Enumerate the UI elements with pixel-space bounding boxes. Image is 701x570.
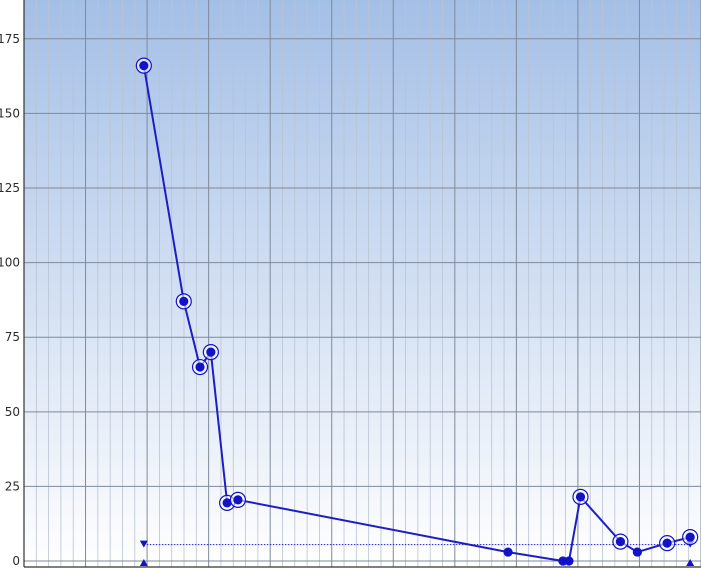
y-tick-label: 25: [5, 479, 20, 493]
data-point: [195, 362, 205, 372]
control-limit-triangle-marker: [139, 540, 148, 548]
bottom-triangle-markers: [139, 559, 695, 566]
data-point: [662, 538, 672, 548]
data-point: [222, 498, 232, 508]
data-point: [615, 537, 626, 547]
bottom-axis-triangle-marker: [139, 559, 148, 566]
minor-gridlines: [35, 0, 690, 567]
y-axis-tick-labels: 0 25 50 75 100 125 150 175: [0, 32, 20, 568]
y-tick-label: 175: [0, 32, 20, 46]
data-point: [575, 492, 586, 502]
data-point: [685, 532, 695, 542]
data-series: [135, 57, 699, 566]
data-point: [233, 495, 243, 505]
data-point: [206, 347, 216, 357]
data-point: [179, 296, 189, 307]
data-point: [632, 547, 642, 557]
bottom-axis-triangle-marker: [686, 559, 695, 566]
y-tick-label: 125: [0, 181, 20, 195]
data-point: [139, 61, 149, 71]
y-tick-label: 0: [12, 554, 20, 568]
plot-area-background: [24, 0, 701, 567]
y-tick-label: 100: [0, 256, 20, 270]
data-point: [564, 556, 574, 566]
axes: [23, 0, 701, 568]
y-tick-label: 75: [5, 330, 20, 344]
y-tick-label: 50: [5, 405, 20, 419]
y-tick-label: 150: [0, 106, 20, 120]
data-point: [503, 547, 513, 557]
